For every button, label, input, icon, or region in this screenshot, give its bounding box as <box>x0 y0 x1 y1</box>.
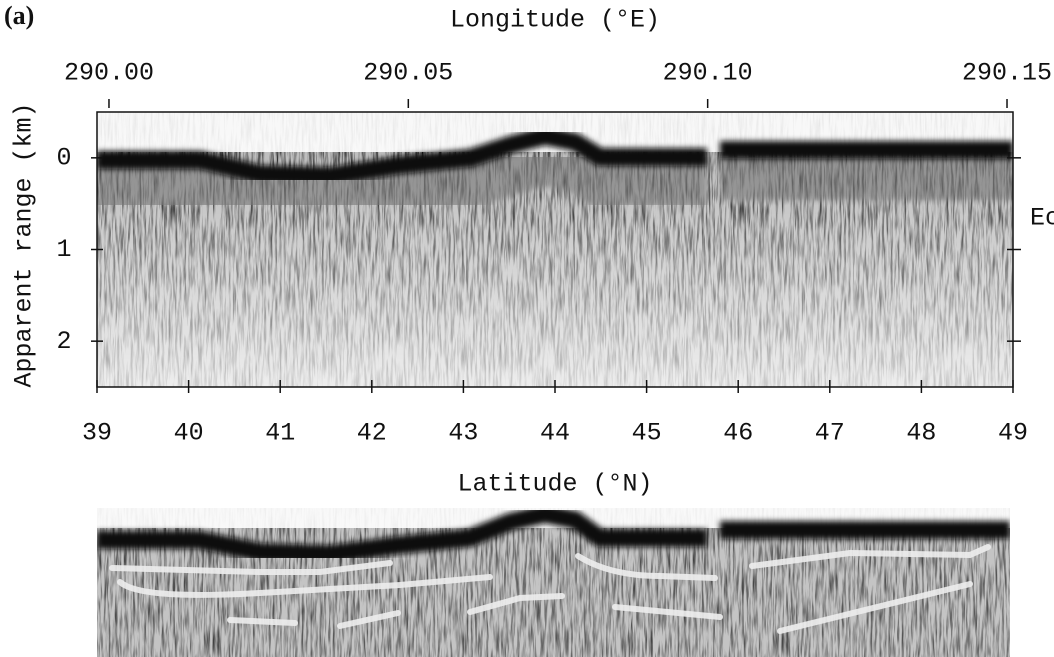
y-tick-label: 2 <box>56 327 71 356</box>
panel-label: (a) <box>4 1 34 30</box>
y-tick-label: 0 <box>56 143 71 172</box>
x2-tick-label: 290.10 <box>663 59 753 88</box>
x-tick-label: 47 <box>815 419 845 448</box>
x2-tick-label: 290.00 <box>64 59 154 88</box>
x-tick-label: 49 <box>998 419 1028 448</box>
x-tick-label: 44 <box>540 419 570 448</box>
y2-axis-label: Ec <box>1030 204 1054 233</box>
x-axis-label: Latitude (°N) <box>457 470 652 499</box>
x-tick-label: 43 <box>448 419 478 448</box>
x-tick-label: 40 <box>174 419 204 448</box>
y-tick-label: 1 <box>56 235 71 264</box>
radargram <box>97 112 1013 387</box>
y-axis-label: Apparent range (km) <box>10 102 39 387</box>
x-tick-label: 42 <box>357 419 387 448</box>
x2-tick-label: 290.15 <box>962 59 1052 88</box>
x-tick-label: 39 <box>82 419 112 448</box>
radargram-interpreted <box>97 508 1010 657</box>
x-tick-label: 48 <box>906 419 936 448</box>
x2-axis-label: Longitude (°E) <box>450 6 660 35</box>
x-tick-label: 41 <box>265 419 295 448</box>
x-tick-label: 46 <box>723 419 753 448</box>
x-tick-label: 45 <box>632 419 662 448</box>
x2-tick-label: 290.05 <box>363 59 453 88</box>
